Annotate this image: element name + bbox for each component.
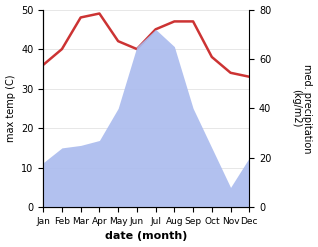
Y-axis label: max temp (C): max temp (C) (5, 75, 16, 142)
X-axis label: date (month): date (month) (105, 231, 187, 242)
Y-axis label: med. precipitation
(kg/m2): med. precipitation (kg/m2) (291, 64, 313, 153)
